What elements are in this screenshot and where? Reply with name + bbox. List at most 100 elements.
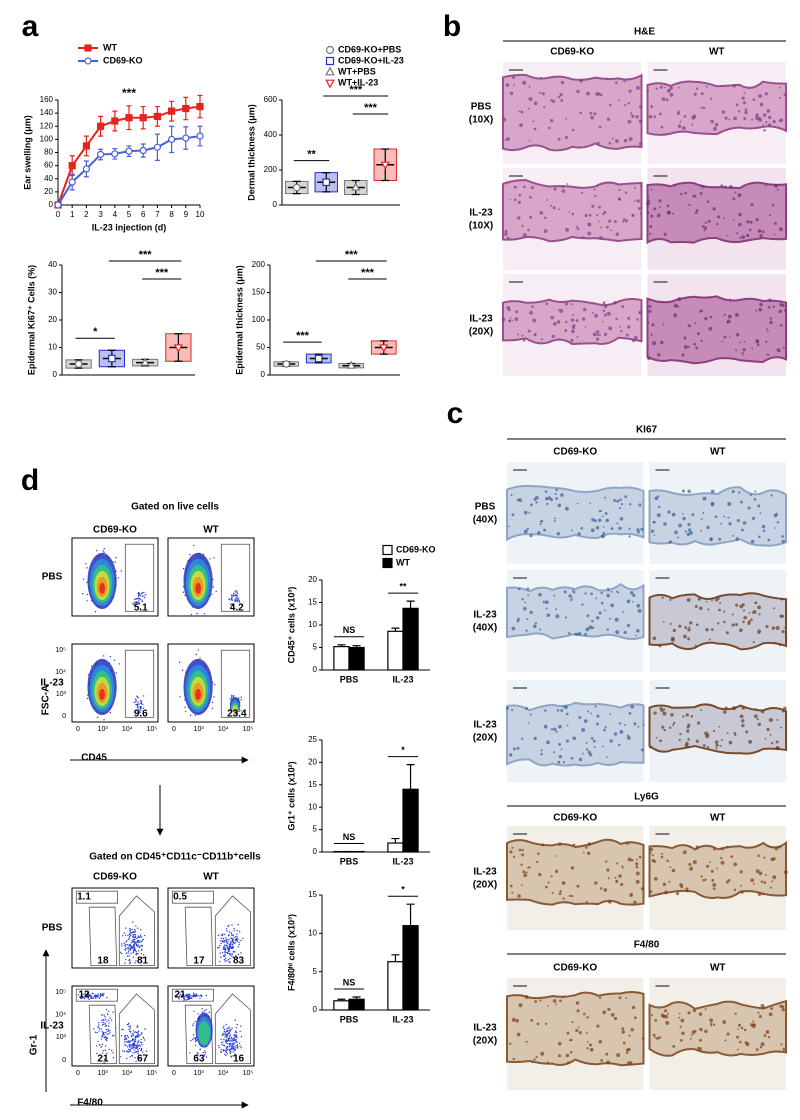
nucleus bbox=[586, 92, 590, 96]
event bbox=[134, 947, 135, 948]
nucleus bbox=[646, 90, 649, 93]
nucleus bbox=[728, 879, 731, 882]
event bbox=[217, 947, 218, 948]
event bbox=[233, 593, 234, 594]
nucleus bbox=[609, 618, 611, 620]
nucleus bbox=[541, 338, 543, 340]
event bbox=[91, 992, 92, 993]
event bbox=[96, 1045, 97, 1046]
nucleus bbox=[695, 346, 698, 349]
event bbox=[222, 933, 223, 934]
nucleus bbox=[706, 865, 709, 868]
nucleus bbox=[639, 856, 642, 859]
event bbox=[239, 931, 240, 932]
column-header: WT bbox=[710, 963, 726, 974]
nucleus bbox=[722, 110, 725, 113]
event bbox=[146, 1051, 147, 1052]
event bbox=[236, 930, 237, 931]
nucleus bbox=[620, 517, 624, 521]
event bbox=[101, 1014, 102, 1015]
event bbox=[127, 1050, 128, 1051]
nucleus bbox=[709, 861, 711, 863]
nucleus bbox=[547, 881, 549, 883]
event bbox=[134, 598, 135, 599]
nucleus bbox=[637, 726, 639, 728]
event bbox=[125, 927, 126, 928]
event bbox=[221, 938, 222, 939]
nucleus bbox=[539, 628, 541, 630]
event bbox=[105, 1032, 106, 1033]
nucleus bbox=[587, 1041, 589, 1043]
nucleus bbox=[721, 861, 725, 865]
legend-label: WT+PBS bbox=[338, 66, 376, 76]
y-tick-label: 10 bbox=[308, 802, 317, 811]
point bbox=[197, 104, 203, 110]
event bbox=[230, 1030, 231, 1031]
nucleus bbox=[715, 599, 718, 602]
row-label: IL-23 bbox=[473, 720, 497, 731]
nucleus bbox=[756, 218, 759, 221]
nucleus bbox=[721, 848, 724, 851]
nucleus bbox=[615, 618, 619, 622]
nucleus bbox=[773, 607, 775, 609]
nucleus bbox=[669, 540, 672, 543]
axis-tick-label: 10⁴ bbox=[55, 1012, 66, 1019]
event bbox=[233, 595, 234, 596]
axis-tick-label: 0 bbox=[76, 1070, 80, 1077]
nucleus bbox=[580, 527, 583, 530]
nucleus bbox=[689, 621, 692, 624]
nucleus bbox=[530, 1019, 533, 1022]
nucleus bbox=[778, 846, 781, 849]
event bbox=[202, 1008, 203, 1009]
nucleus bbox=[569, 895, 571, 897]
nucleus bbox=[694, 93, 697, 96]
nucleus bbox=[570, 1039, 572, 1041]
nucleus bbox=[784, 627, 786, 629]
axis-tick-label: 0 bbox=[172, 726, 176, 733]
y-tick-label: 0 bbox=[261, 370, 266, 379]
nucleus bbox=[672, 869, 676, 873]
gate-title: Gated on CD45⁺CD11c⁻CD11b⁺cells bbox=[89, 852, 261, 863]
nucleus bbox=[771, 880, 773, 882]
micrograph bbox=[649, 826, 788, 930]
nucleus bbox=[514, 199, 517, 202]
event bbox=[190, 1040, 191, 1041]
nucleus bbox=[685, 888, 688, 891]
nucleus bbox=[599, 996, 602, 999]
event bbox=[124, 962, 125, 963]
nucleus bbox=[751, 348, 753, 350]
legend-label: CD69-KO bbox=[396, 544, 436, 554]
nucleus bbox=[702, 106, 705, 109]
event bbox=[204, 613, 205, 614]
nucleus bbox=[673, 722, 675, 724]
event bbox=[189, 994, 190, 995]
event bbox=[229, 931, 230, 932]
nucleus bbox=[768, 299, 771, 302]
nucleus bbox=[553, 595, 555, 597]
nucleus bbox=[688, 863, 691, 866]
nucleus bbox=[777, 521, 779, 523]
event bbox=[137, 1051, 138, 1052]
nucleus bbox=[657, 214, 661, 218]
nucleus bbox=[677, 299, 679, 301]
y-tick-label: 0 bbox=[49, 200, 54, 209]
nucleus bbox=[544, 216, 547, 219]
nucleus bbox=[536, 1022, 539, 1025]
nucleus bbox=[735, 604, 738, 607]
event bbox=[188, 993, 189, 994]
nucleus bbox=[527, 229, 529, 231]
event bbox=[128, 1049, 129, 1050]
nucleus bbox=[672, 1045, 675, 1048]
nucleus bbox=[584, 719, 588, 723]
nucleus bbox=[594, 881, 597, 884]
nucleus bbox=[696, 209, 699, 212]
event bbox=[138, 1036, 139, 1037]
row-label: IL-23 bbox=[473, 610, 497, 621]
nucleus bbox=[659, 1036, 662, 1039]
nucleus bbox=[611, 527, 614, 530]
nucleus bbox=[697, 332, 700, 335]
nucleus bbox=[521, 335, 523, 337]
axis-tick-label: 10⁴ bbox=[122, 1070, 133, 1077]
event bbox=[223, 1049, 224, 1050]
nucleus bbox=[687, 738, 690, 741]
